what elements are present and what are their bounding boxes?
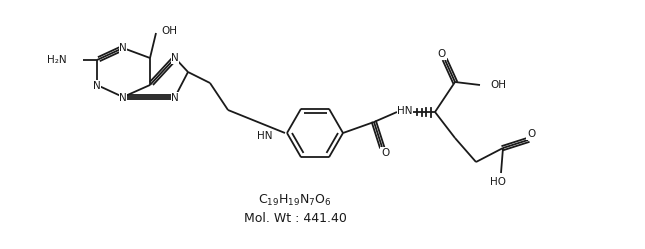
Text: O: O <box>438 49 446 59</box>
Text: HN: HN <box>257 131 273 141</box>
Text: H₂N: H₂N <box>47 55 67 65</box>
Text: N: N <box>171 93 179 103</box>
Text: N: N <box>119 43 127 53</box>
Text: C$_{19}$H$_{19}$N$_{7}$O$_{6}$: C$_{19}$H$_{19}$N$_{7}$O$_{6}$ <box>258 192 332 208</box>
Text: Mol. Wt : 441.40: Mol. Wt : 441.40 <box>244 211 346 225</box>
Text: OH: OH <box>490 80 506 90</box>
Text: HN: HN <box>397 106 413 116</box>
Text: N: N <box>119 93 127 103</box>
Text: O: O <box>381 148 389 158</box>
Text: OH: OH <box>161 26 177 36</box>
Text: HO: HO <box>490 177 506 187</box>
Text: O: O <box>527 129 535 139</box>
Text: N: N <box>93 81 101 91</box>
Text: N: N <box>171 53 179 63</box>
